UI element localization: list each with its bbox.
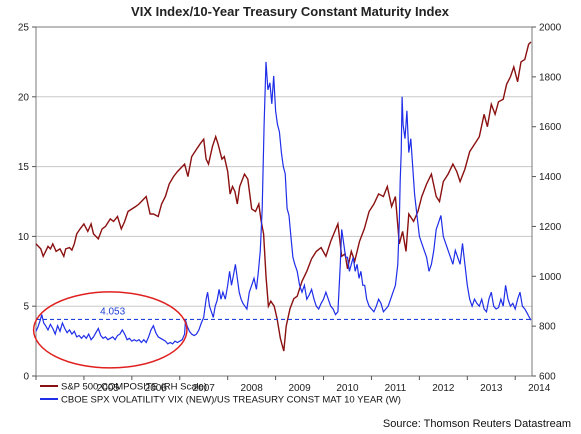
reference-label: 4.053: [100, 306, 125, 317]
legend-label-vix-ratio: CBOE SPX VOLATILITY VIX (NEW)/US TREASUR…: [61, 395, 401, 406]
vix-ratio-series-line: [35, 61, 532, 345]
tick-label-left: 15: [18, 162, 30, 173]
x-axis: 2005 2006 2007 2008 2009 2010 2011 2012 2013 2014: [35, 376, 551, 394]
tick-label-left: 5: [23, 302, 29, 313]
tick-label-x: 2011: [385, 383, 407, 394]
tick-label-left: 25: [18, 23, 30, 34]
tick-label-right: 800: [539, 322, 556, 333]
tick-label-x: 2013: [480, 383, 503, 394]
tick-label-left: 10: [18, 232, 30, 243]
tick-label-right: 1000: [539, 272, 562, 283]
tick-label-right: 600: [539, 372, 556, 383]
tick-label-right: 1600: [539, 122, 562, 133]
tick-label-x: 2006: [145, 383, 168, 394]
tick-label-x: 2007: [193, 383, 216, 394]
tick-label-x: 2012: [432, 383, 455, 394]
grid-lines: [36, 96, 532, 307]
tick-label-right: 1400: [539, 172, 562, 183]
plot-frame: [35, 26, 533, 377]
tick-label-x: 2008: [241, 383, 264, 394]
y-axis-left: 0 5 10 15 20 25: [18, 23, 36, 383]
sp500-series-line: [35, 41, 532, 352]
tick-label-x: 2009: [288, 383, 311, 394]
tick-label-x: 2014: [528, 383, 551, 394]
tick-label-x: 2005: [97, 383, 120, 394]
legend-label-sp500: S&P 500 COMPOSITE (RH Scale): [61, 382, 207, 393]
chart-title: VIX Index/10-Year Treasury Constant Matu…: [131, 4, 450, 19]
highlight-ellipse: [32, 291, 188, 369]
tick-label-x: 2010: [336, 383, 359, 394]
tick-label-right: 1800: [539, 72, 562, 83]
tick-label-right: 2000: [539, 23, 562, 34]
tick-label-left: 0: [23, 372, 29, 383]
y-axis-right: 600 800 1000 1200 1400 1600 1800 2000: [532, 23, 562, 383]
legend: S&P 500 COMPOSITE (RH Scale) CBOE SPX VO…: [40, 382, 401, 406]
tick-label-left: 20: [18, 92, 30, 103]
tick-label-right: 1200: [539, 222, 562, 233]
source-note: Source: Thomson Reuters Datastream: [383, 418, 571, 430]
